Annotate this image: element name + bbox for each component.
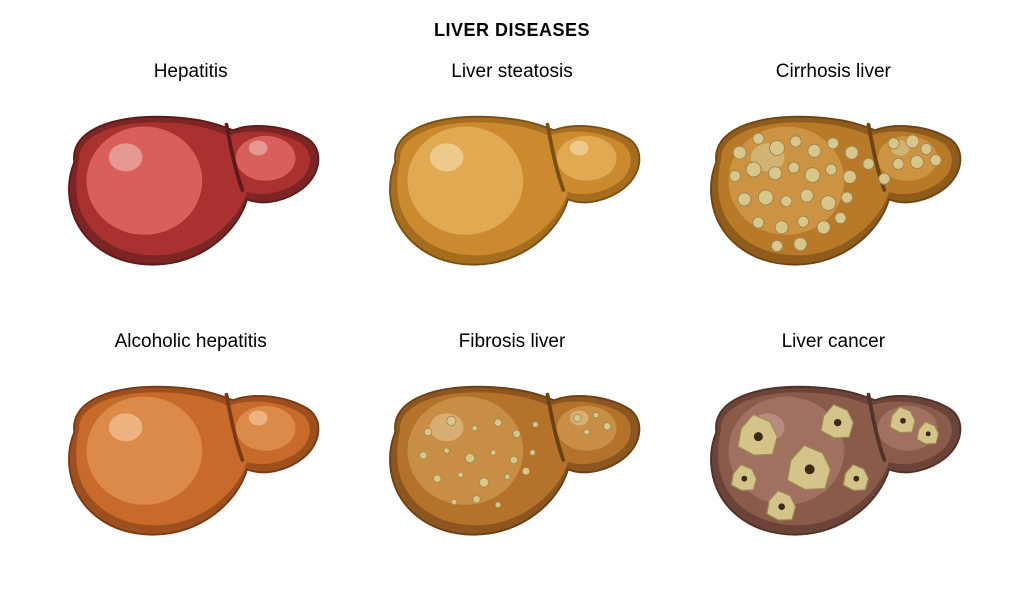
liver-label-cancer: Liver cancer [782, 331, 886, 353]
liver-cell-hepatitis: Hepatitis [40, 61, 341, 321]
liver-cell-cancer: Liver cancer [683, 331, 984, 591]
liver-icon-hepatitis [51, 95, 331, 285]
liver-icon-cancer [693, 365, 973, 555]
liver-cell-cirrhosis: Cirrhosis liver [683, 61, 984, 321]
page-title: LIVER DISEASES [40, 20, 984, 41]
liver-grid: Hepatitis Liver steatosis Cirrhosis liver A… [40, 61, 984, 591]
liver-label-alcoholic: Alcoholic hepatitis [115, 331, 267, 353]
liver-cell-fibrosis: Fibrosis liver [361, 331, 662, 591]
liver-label-cirrhosis: Cirrhosis liver [776, 61, 891, 83]
liver-label-hepatitis: Hepatitis [154, 61, 228, 83]
liver-icon-alcoholic [51, 365, 331, 555]
liver-cell-steatosis: Liver steatosis [361, 61, 662, 321]
liver-icon-cirrhosis [693, 95, 973, 285]
liver-icon-steatosis [372, 95, 652, 285]
liver-icon-fibrosis [372, 365, 652, 555]
liver-label-steatosis: Liver steatosis [451, 61, 572, 83]
liver-label-fibrosis: Fibrosis liver [459, 331, 566, 353]
liver-cell-alcoholic: Alcoholic hepatitis [40, 331, 341, 591]
